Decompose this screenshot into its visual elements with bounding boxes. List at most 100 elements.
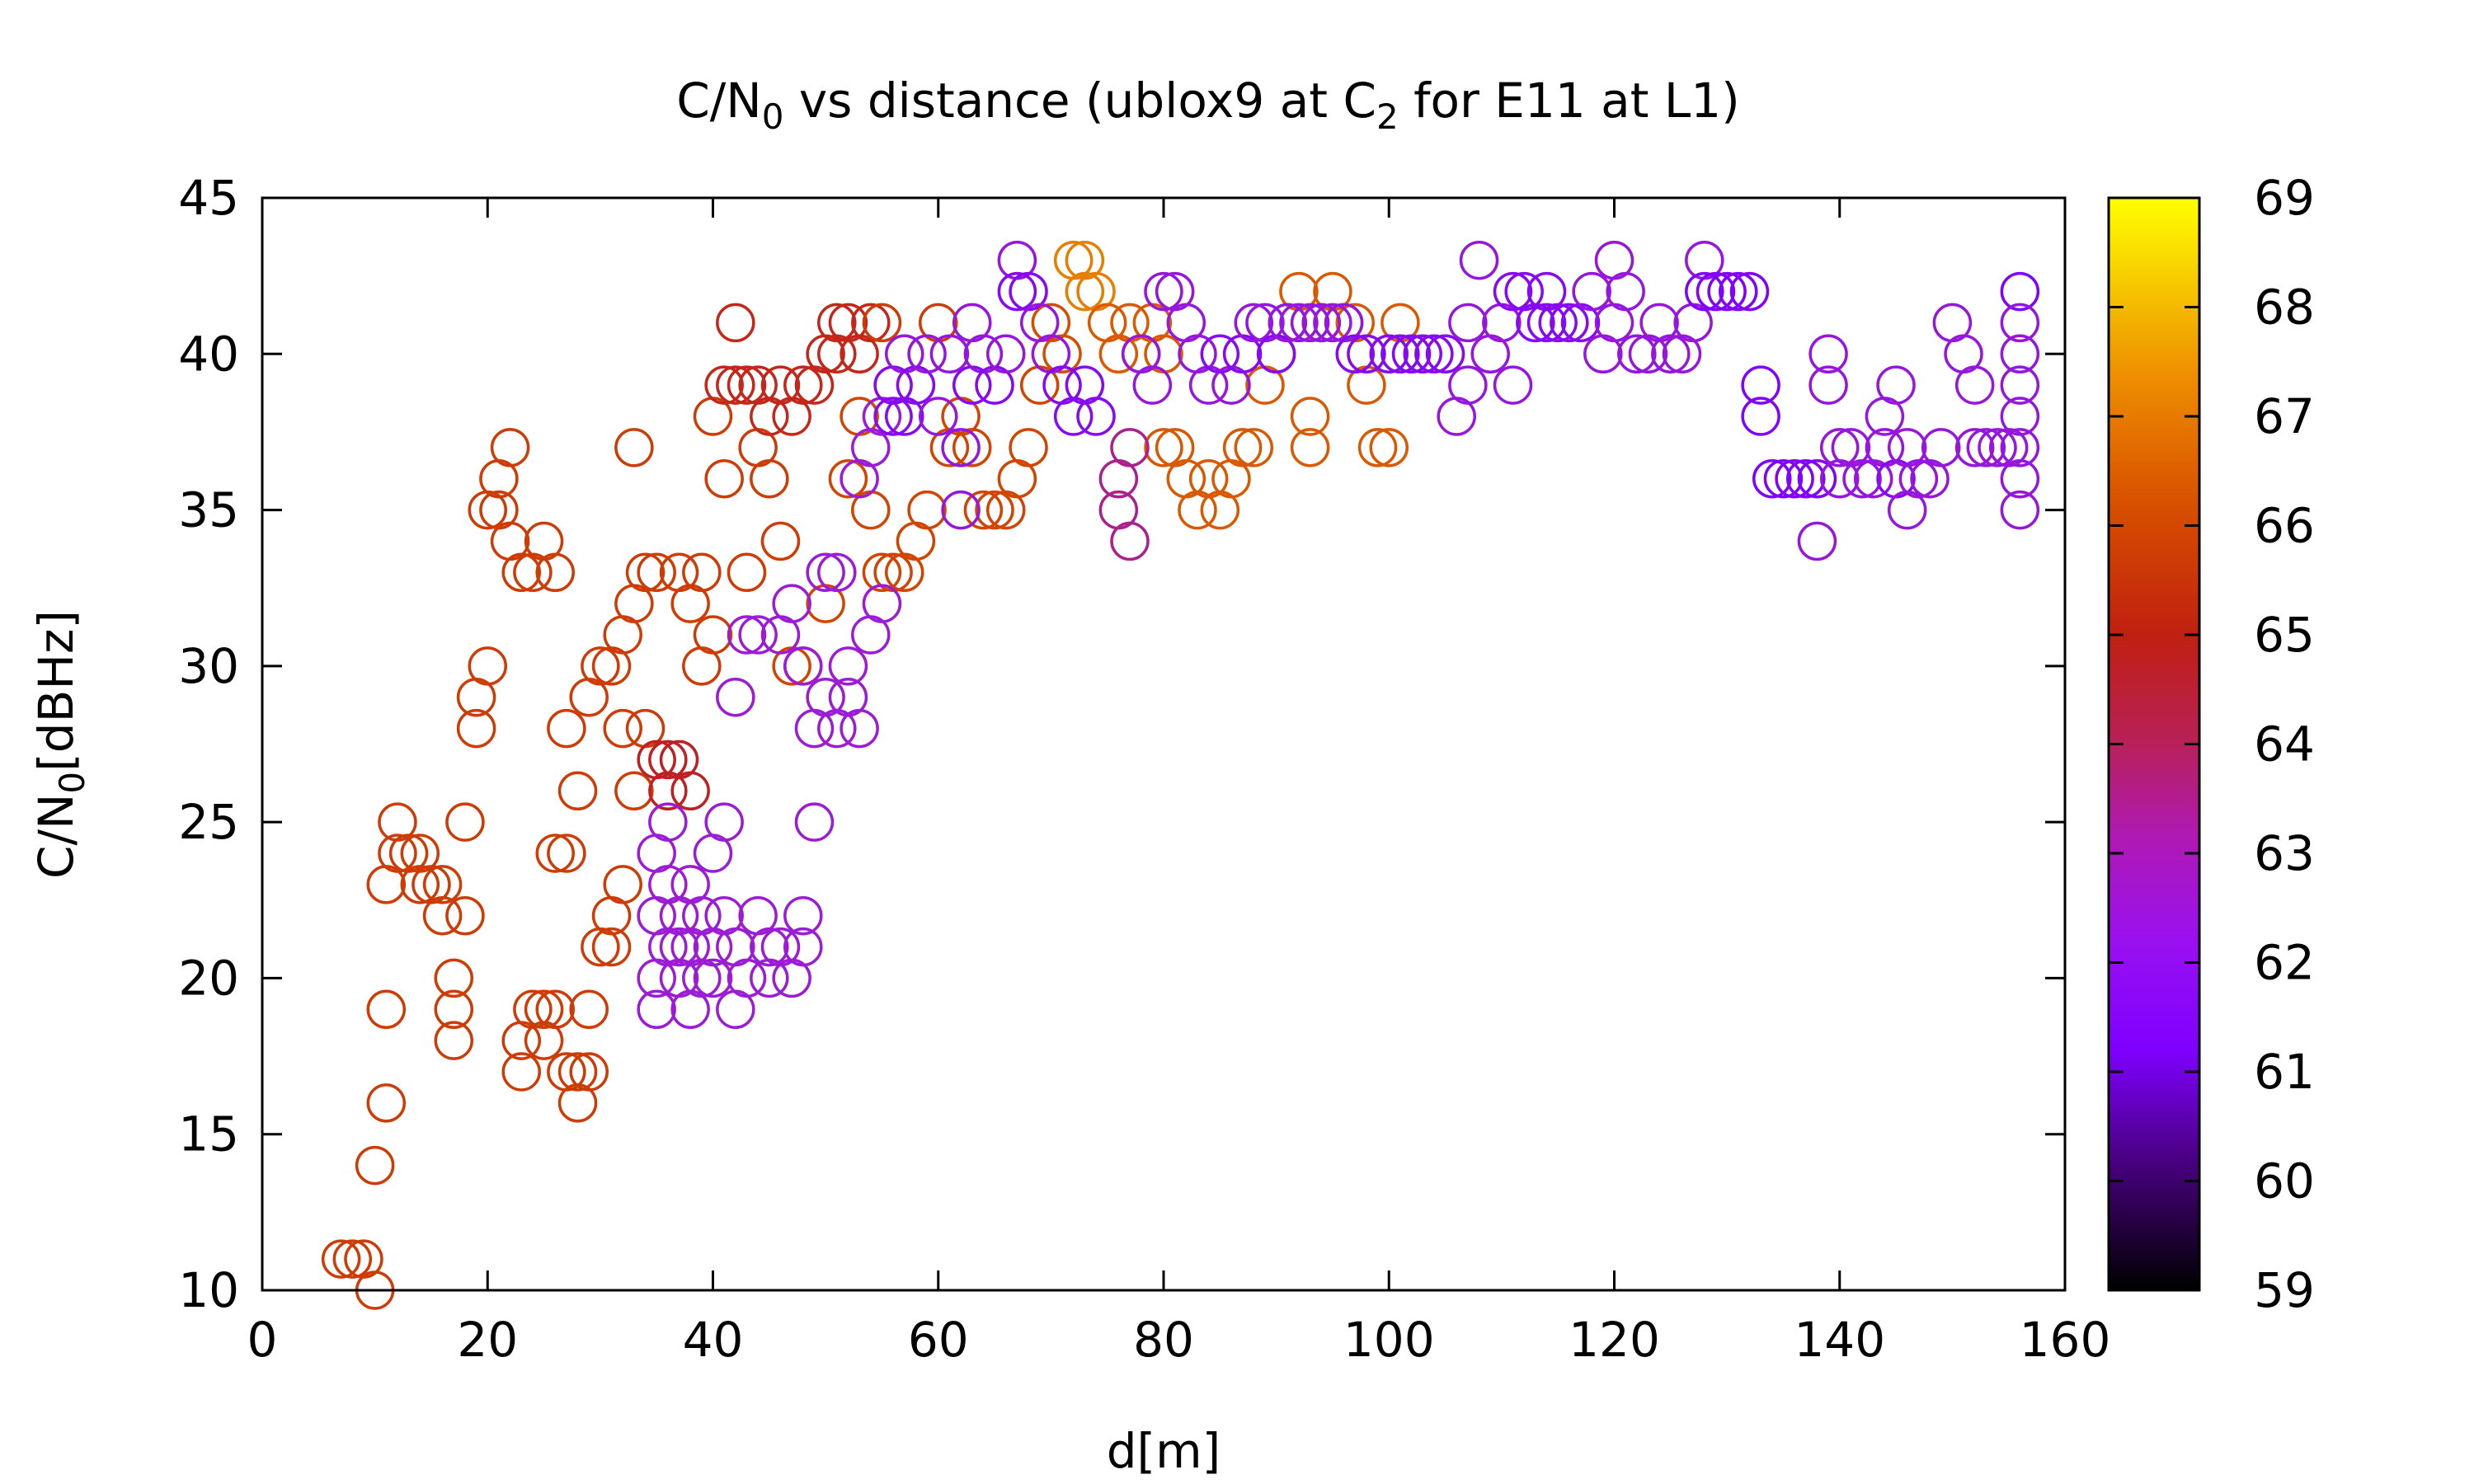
data-point (1493, 271, 1533, 312)
x-tick-label: 20 (457, 1312, 518, 1368)
data-point (1234, 303, 1274, 343)
data-point (659, 927, 699, 967)
data-point (366, 1083, 407, 1123)
data-point (2000, 303, 2040, 343)
data-point (434, 958, 474, 998)
data-point (468, 646, 507, 686)
y-tick-label: 15 (178, 1106, 239, 1162)
data-point (1808, 334, 1848, 374)
x-tick-label: 40 (683, 1312, 744, 1368)
data-point (997, 271, 1037, 312)
data-point (727, 958, 767, 998)
data-point (2000, 334, 2040, 374)
data-point (614, 771, 654, 811)
colorbar-tick-label: 62 (2254, 935, 2315, 991)
data-point (422, 895, 463, 936)
data-point (963, 490, 1004, 530)
data-point (772, 584, 811, 623)
data-point (614, 428, 654, 467)
data-point (400, 865, 440, 904)
data-point (1786, 458, 1826, 499)
data-point (321, 1239, 361, 1279)
data-point (1954, 365, 1995, 405)
data-point (581, 646, 620, 686)
data-point (873, 397, 913, 436)
colorbar-tick-label: 63 (2254, 825, 2315, 881)
x-tick-label: 140 (1794, 1312, 1885, 1368)
data-point (1425, 334, 1465, 374)
data-point (591, 927, 632, 967)
data-point (1876, 365, 1916, 405)
data-point (332, 1239, 373, 1279)
data-point (1685, 271, 1724, 312)
colorbar-tick-label: 65 (2254, 607, 2315, 663)
data-point (727, 365, 767, 405)
data-point (1606, 271, 1645, 312)
data-point (1572, 271, 1611, 312)
data-point (1459, 240, 1499, 280)
data-point (862, 584, 902, 623)
data-point (524, 989, 564, 1030)
data-point (716, 365, 755, 405)
data-point (1132, 365, 1173, 405)
data-point (535, 834, 575, 873)
data-point (637, 989, 676, 1030)
data-point (1820, 428, 1860, 467)
data-point (783, 646, 823, 686)
data-point (378, 834, 417, 873)
data-point (840, 708, 879, 749)
data-point (1797, 521, 1837, 561)
colorbar-tick-label: 67 (2254, 388, 2315, 444)
data-point (1808, 365, 1848, 405)
data-point (1763, 458, 1804, 499)
data-point (907, 334, 947, 374)
data-point (1978, 428, 2017, 467)
y-tick-label: 40 (178, 326, 239, 382)
colorbar-tick-label: 61 (2254, 1044, 2315, 1100)
data-point (1741, 365, 1780, 405)
x-tick-label: 160 (2020, 1312, 2111, 1368)
y-tick-labels: 10 15 20 25 30 35 40 45 (178, 170, 239, 1318)
data-point (1752, 458, 1792, 499)
data-point (1448, 365, 1488, 405)
data-point (557, 771, 598, 811)
data-point (1538, 303, 1578, 343)
data-point (625, 552, 666, 593)
y-tick-label: 30 (178, 638, 239, 694)
data-point (704, 802, 744, 842)
colorbar-tick-label: 68 (2254, 279, 2315, 336)
colorbar-labels: 59 60 61 62 63 64 65 66 67 68 69 (2254, 170, 2315, 1318)
data-point (547, 834, 586, 873)
data-point (727, 552, 767, 593)
data-point (535, 989, 575, 1030)
x-axis-label: d[m] (1107, 1423, 1221, 1479)
data-point (1775, 458, 1814, 499)
data-point (1380, 334, 1420, 374)
data-point (1729, 271, 1770, 312)
data-point (738, 615, 778, 655)
y-tick-label: 25 (178, 794, 239, 850)
data-point (919, 397, 958, 436)
data-point (603, 708, 642, 749)
data-point (783, 365, 823, 405)
data-point (828, 646, 868, 686)
data-point (670, 771, 710, 811)
colorbar (2107, 196, 2201, 1292)
x-tick-label: 100 (1343, 1312, 1435, 1368)
data-point (929, 334, 970, 374)
data-point (716, 677, 755, 717)
data-point (817, 552, 857, 593)
data-point (941, 490, 981, 530)
data-point (704, 365, 744, 405)
data-point (682, 552, 722, 593)
data-point (985, 334, 1026, 374)
data-point (1526, 303, 1567, 343)
data-point (1842, 458, 1882, 499)
colorbar-tick-label: 64 (2254, 716, 2315, 773)
data-point (1921, 428, 1961, 467)
data-point (1076, 397, 1116, 436)
colorbar-tick-label: 60 (2254, 1153, 2315, 1209)
data-point (1741, 397, 1780, 436)
data-point (693, 615, 733, 655)
data-point (2000, 397, 2040, 436)
